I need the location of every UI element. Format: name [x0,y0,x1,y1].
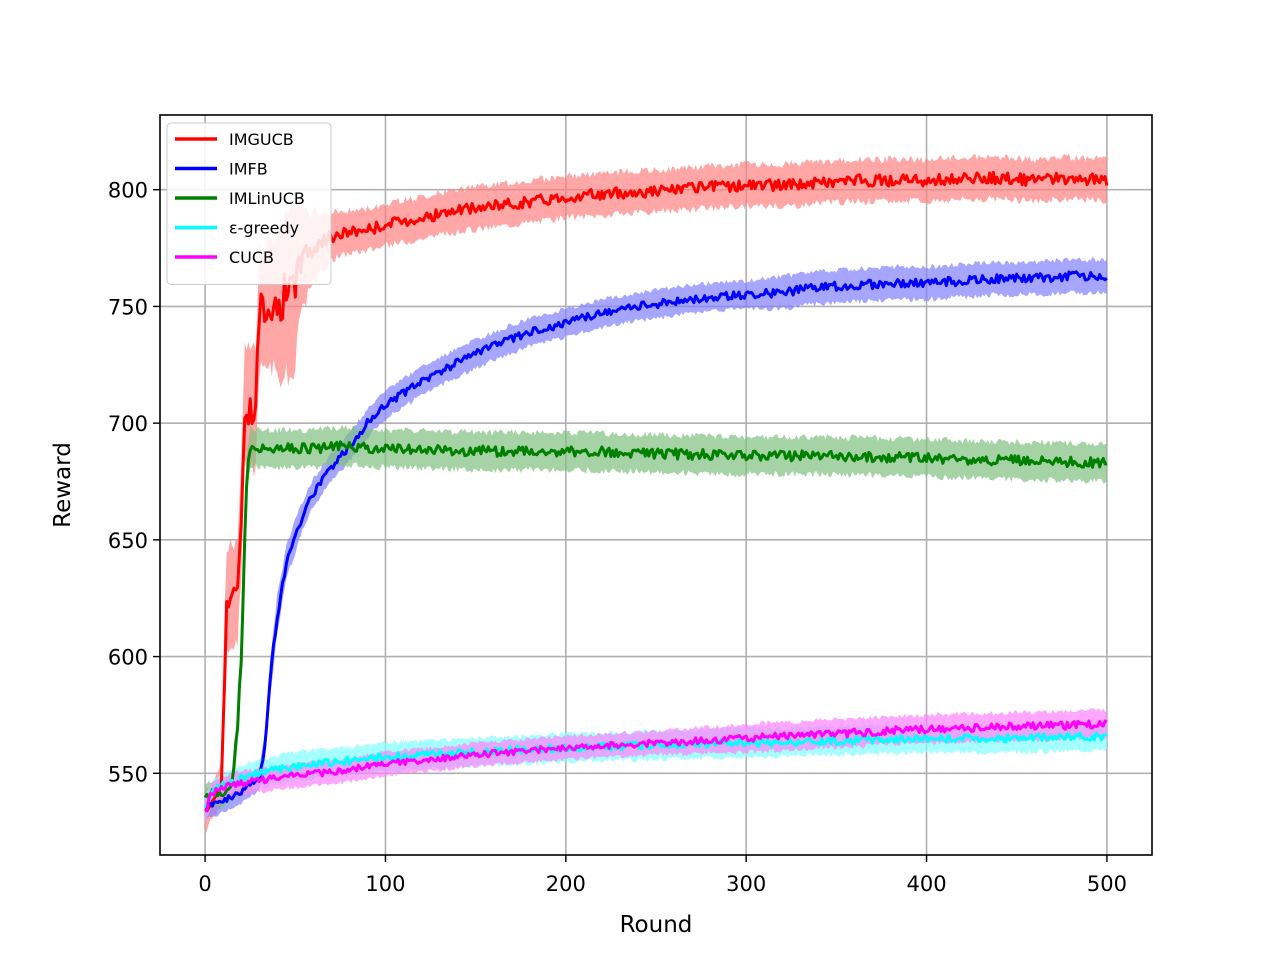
legend-label: IMGUCB [229,130,294,149]
x-tick-label: 0 [198,872,211,896]
series-line-1 [205,270,1108,810]
y-axis-title: Reward [50,442,76,528]
x-tick-label: 200 [546,872,586,896]
series-line-2 [203,440,1108,799]
x-axis-title: Round [620,912,693,938]
x-tick-label: 500 [1087,872,1127,896]
y-tick-label: 600 [108,646,148,670]
series-line-0 [204,170,1109,813]
legend-box [166,122,332,285]
series-lines [203,170,1109,813]
axis-ticks: 0 100 200 300 400 500 550 600 650 700 750 800 [108,179,1127,896]
x-tick-label: 100 [365,872,405,896]
series-line-4 [204,719,1108,813]
y-tick-label: 700 [108,412,148,436]
legend-label: IMFB [229,160,268,179]
legend: IMGUCB IMFB IMLinUCB ε-greedy CUCB [166,122,332,285]
x-tick-label: 300 [726,872,766,896]
x-tick-label: 400 [906,872,946,896]
legend-label: CUCB [229,248,274,267]
y-tick-label: 800 [108,179,148,203]
legend-label: ε-greedy [229,219,299,238]
y-tick-label: 550 [108,762,148,786]
plot-frame [159,114,1153,856]
legend-label: IMLinUCB [229,189,305,208]
band-3 [205,720,1107,822]
y-tick-label: 750 [108,295,148,319]
y-tick-label: 650 [108,529,148,553]
